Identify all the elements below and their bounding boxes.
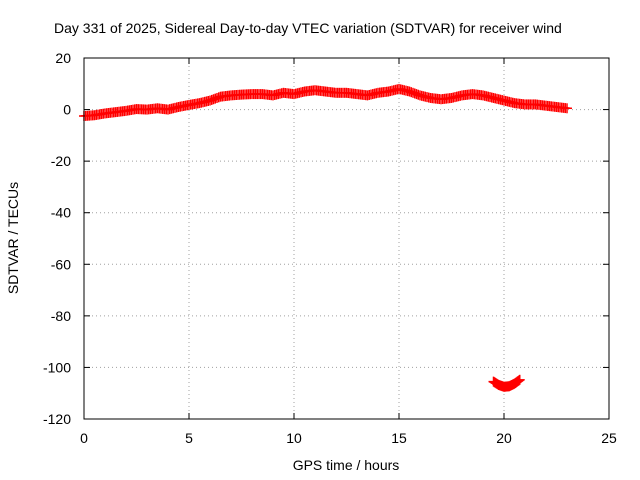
y-tick-label: 0: [63, 102, 71, 118]
y-tick-label: -120: [43, 411, 71, 427]
plot-frame: [83, 57, 610, 420]
y-tick-label: 20: [55, 50, 71, 66]
axis-ticks: [83, 57, 610, 420]
y-tick-label: -40: [51, 205, 71, 221]
y-tick-label: -20: [51, 153, 71, 169]
x-tick-label: 0: [80, 430, 88, 446]
x-tick-labels: 0 5 10 15 20 25: [80, 430, 617, 446]
y-tick-label: -100: [43, 359, 71, 375]
x-tick-label: 5: [185, 430, 193, 446]
x-tick-label: 20: [496, 430, 512, 446]
y-tick-label: -60: [51, 256, 71, 272]
x-tick-label: 10: [286, 430, 302, 446]
data-point: [514, 374, 525, 385]
x-tick-label: 15: [391, 430, 407, 446]
chart-title: Day 331 of 2025, Sidereal Day-to-day VTE…: [54, 20, 562, 36]
x-tick-label: 25: [601, 430, 617, 446]
data-point: [562, 103, 572, 114]
y-tick-labels: 20 0 -20 -40 -60 -80 -100 -120: [43, 50, 71, 427]
x-axis-title: GPS time / hours: [293, 457, 400, 473]
y-axis-title: SDTVAR / TECUs: [5, 182, 21, 294]
data-points: [79, 83, 572, 392]
y-tick-label: -80: [51, 308, 71, 324]
grid-lines: [84, 58, 609, 419]
